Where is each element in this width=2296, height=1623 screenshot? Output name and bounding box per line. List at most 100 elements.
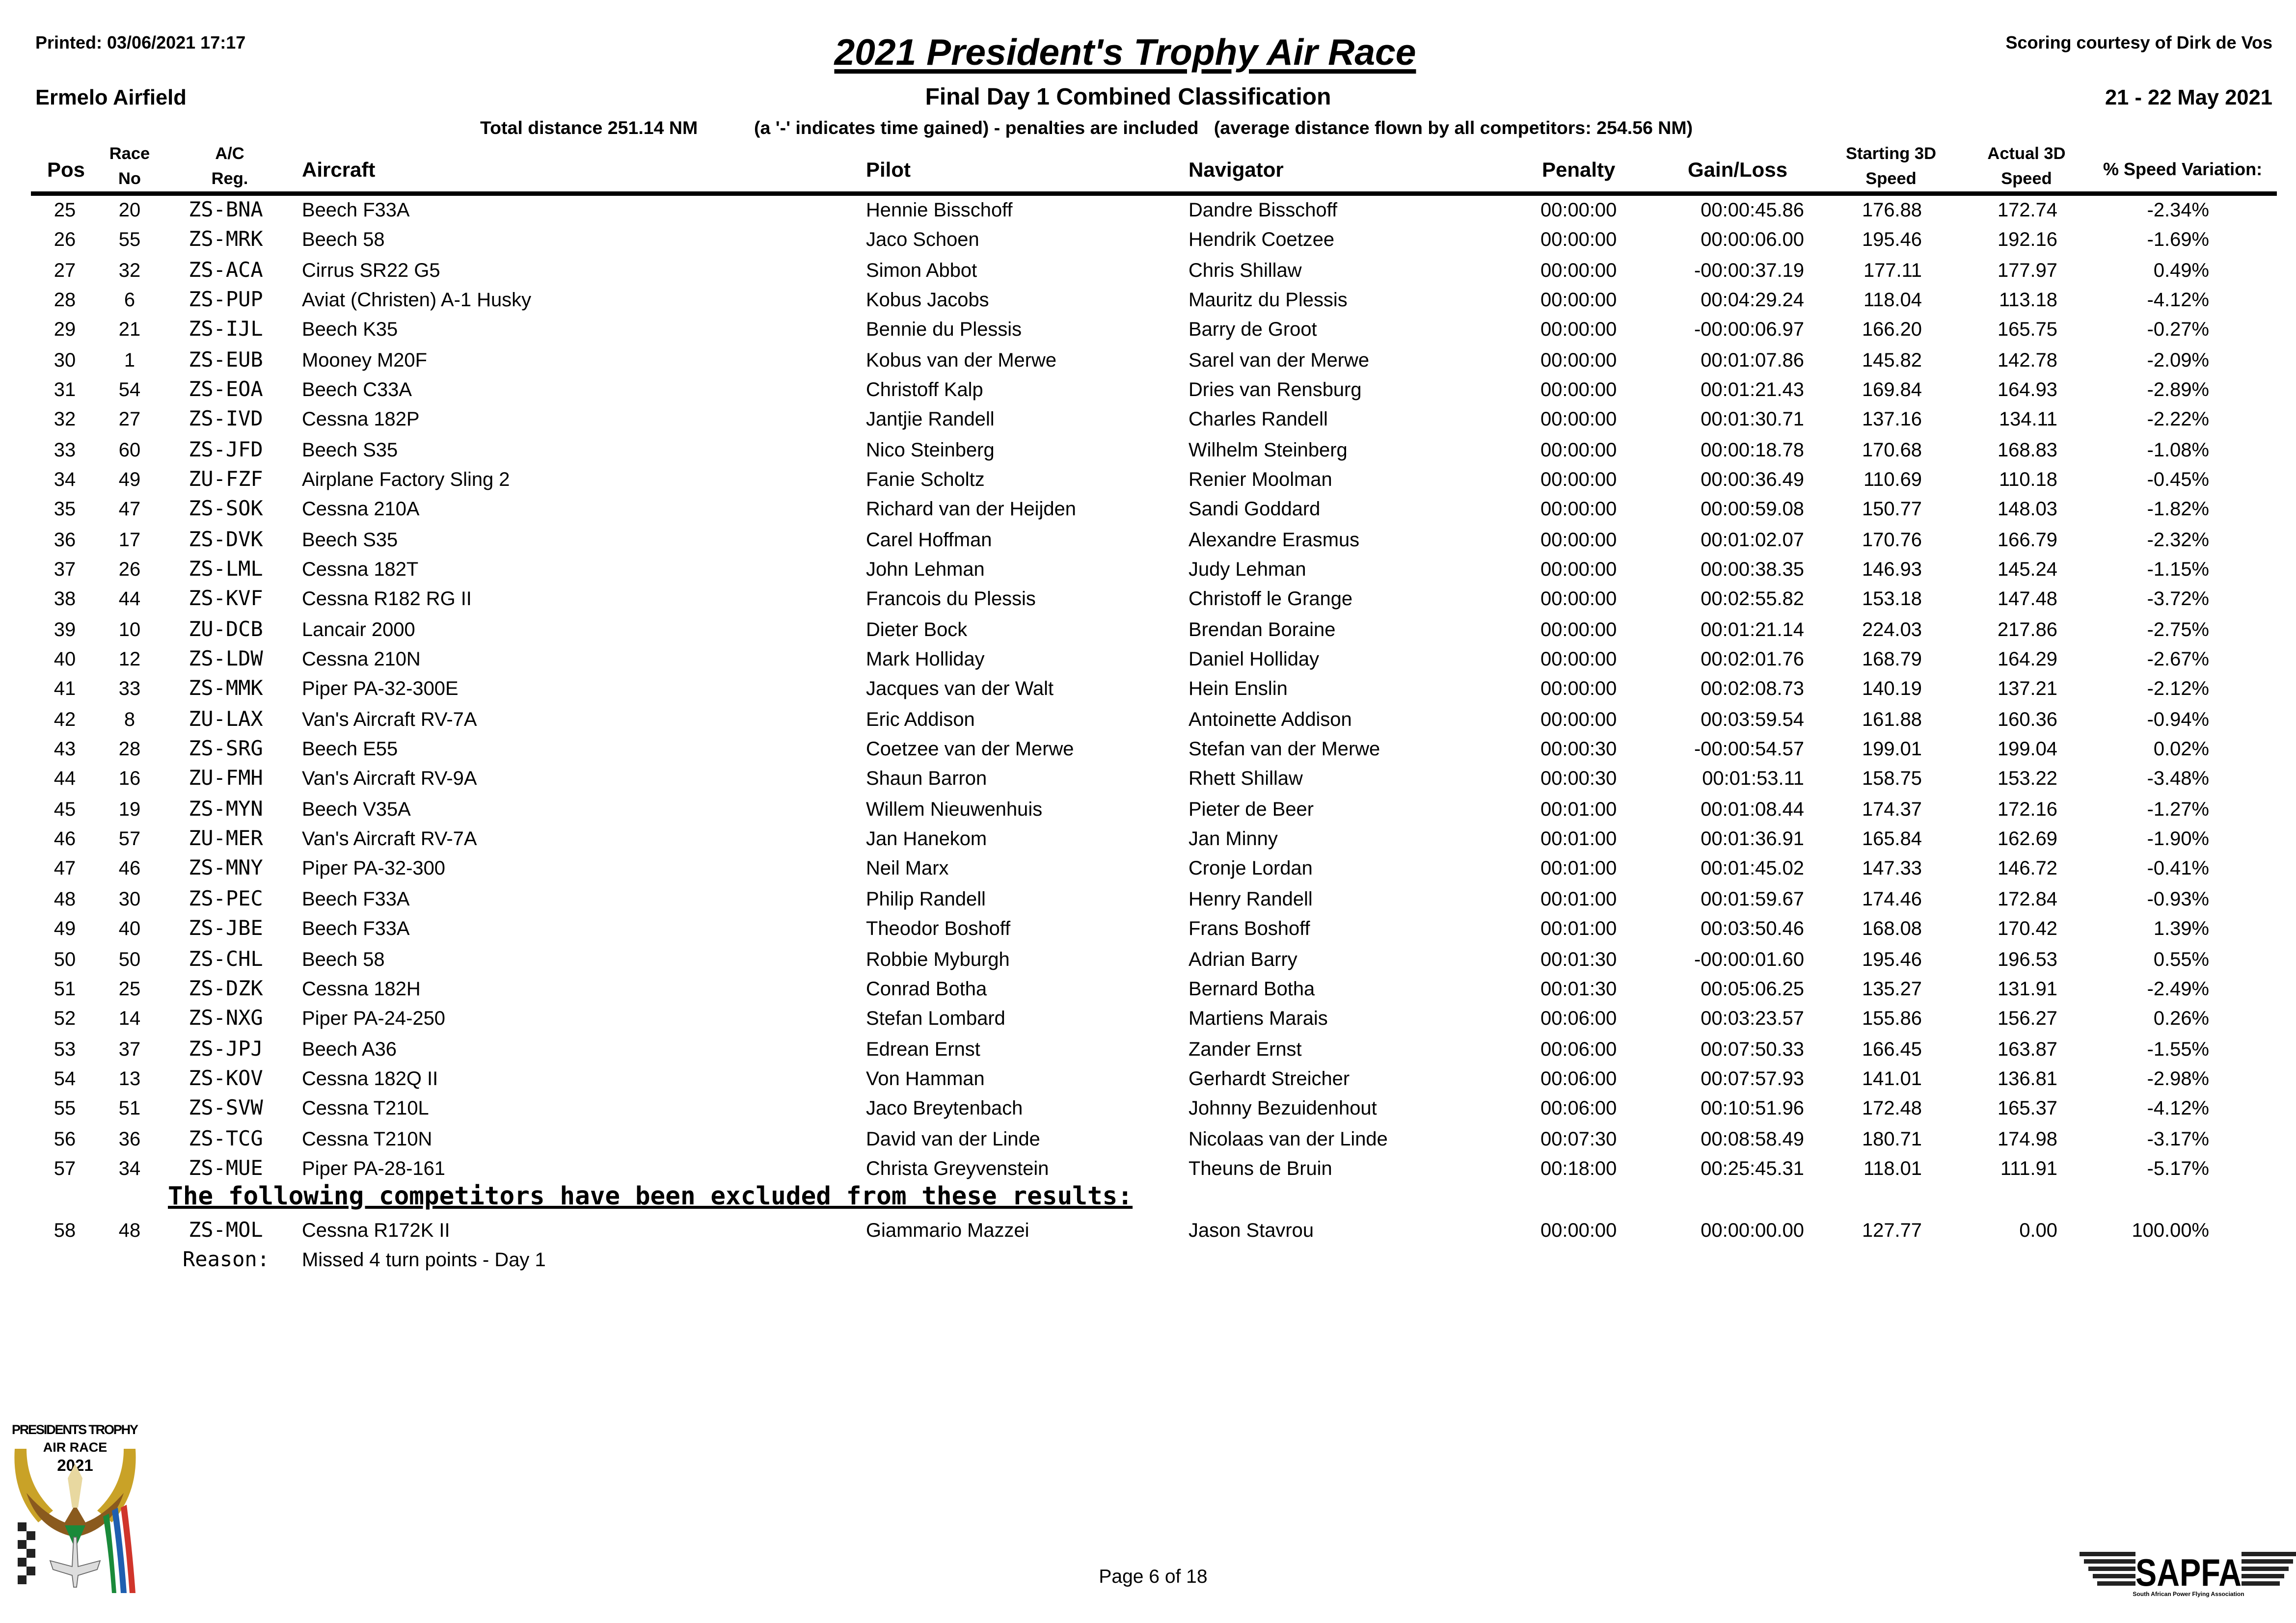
registration-cell: ZS-JBE [189, 917, 263, 941]
race-no-cell: 27 [118, 408, 141, 431]
pos-cell: 26 [54, 228, 76, 251]
race-no-cell: 51 [118, 1097, 141, 1119]
actual-speed-cell: 174.98 [1997, 1127, 2057, 1149]
actual-speed-cell: 164.29 [1997, 648, 2057, 670]
pos-cell: 52 [54, 1007, 76, 1030]
actual-speed-cell: 172.16 [1997, 798, 2057, 820]
col-starting-speed: Starting 3D Speed [1823, 143, 1959, 193]
race-no-cell: 6 [124, 289, 135, 311]
race-no-cell: 13 [118, 1067, 141, 1090]
excluded-heading: The following competitors have been excl… [168, 1182, 1133, 1212]
penalty-cell: 00:00:00 [1540, 378, 1617, 401]
starting-speed-cell: 166.20 [1862, 319, 1922, 341]
pilot-cell: Kobus van der Merwe [866, 348, 1057, 371]
gain-loss-cell: 00:07:50.33 [1701, 1037, 1804, 1060]
pos-cell: 49 [54, 917, 76, 940]
aircraft-cell: Piper PA-32-300E [302, 678, 459, 700]
navigator-cell: Jason Stavrou [1189, 1219, 1314, 1241]
gain-loss-cell: 00:03:59.54 [1701, 708, 1804, 730]
pilot-cell: Willem Nieuwenhuis [866, 798, 1043, 820]
race-no-cell: 47 [118, 498, 141, 521]
pilot-cell: Dieter Bock [866, 618, 968, 640]
aircraft-cell: Beech V35A [302, 798, 411, 820]
race-no-cell: 40 [118, 917, 141, 940]
actual-speed-cell: 192.16 [1997, 228, 2057, 251]
gain-loss-cell: 00:08:58.49 [1701, 1127, 1804, 1149]
actual-speed-cell: 134.11 [1999, 408, 2057, 431]
race-no-cell: 1 [124, 348, 135, 371]
actual-speed-cell: 199.04 [1997, 738, 2057, 760]
race-no-cell: 30 [118, 887, 141, 910]
aircraft-cell: Van's Aircraft RV-7A [302, 827, 477, 850]
pos-cell: 45 [54, 798, 76, 820]
pilot-cell: Coetzee van der Merwe [866, 738, 1074, 760]
race-no-cell: 25 [118, 977, 141, 1000]
gain-loss-cell: 00:01:45.02 [1701, 857, 1804, 880]
navigator-cell: Johnny Bezuidenhout [1189, 1097, 1377, 1119]
registration-cell: ZS-SOK [189, 498, 263, 522]
registration-cell: ZS-MOL [189, 1219, 263, 1243]
actual-speed-cell: 196.53 [1997, 947, 2057, 970]
speed-variation-cell: -0.45% [2147, 468, 2209, 491]
penalty-cell: 00:00:00 [1540, 438, 1617, 461]
actual-speed-cell: 217.86 [1997, 618, 2057, 640]
navigator-cell: Hendrik Coetzee [1189, 228, 1335, 251]
pos-cell: 25 [54, 199, 76, 221]
pos-cell: 54 [54, 1067, 76, 1090]
penalty-cell: 00:01:30 [1540, 947, 1617, 970]
actual-speed-cell: 137.21 [1997, 678, 2057, 700]
registration-cell: ZS-JFD [189, 438, 263, 462]
navigator-cell: Jan Minny [1189, 827, 1278, 850]
aircraft-cell: Cessna 210A [302, 498, 420, 521]
actual-speed-cell: 165.75 [1997, 319, 2057, 341]
penalty-cell: 00:01:00 [1540, 917, 1617, 940]
pilot-cell: Robbie Myburgh [866, 947, 1010, 970]
race-no-cell: 17 [118, 528, 141, 551]
race-no-cell: 19 [118, 798, 141, 820]
speed-variation-cell: -3.48% [2147, 768, 2209, 790]
pilot-cell: David van der Linde [866, 1127, 1040, 1149]
subtitle: Final Day 1 Combined Classification [925, 85, 1331, 110]
speed-variation-cell: 0.49% [2153, 259, 2209, 281]
navigator-cell: Theuns de Bruin [1189, 1157, 1332, 1179]
col-pilot: Pilot [866, 158, 911, 181]
speed-variation-cell: -1.27% [2147, 798, 2209, 820]
penalty-cell: 00:00:00 [1540, 648, 1617, 670]
gain-loss-cell: 00:03:23.57 [1701, 1007, 1804, 1030]
registration-cell: ZS-TCG [189, 1127, 263, 1151]
aircraft-cell: Cessna 182H [302, 977, 421, 1000]
race-no-cell: 16 [118, 768, 141, 790]
gain-loss-cell: 00:01:36.91 [1701, 827, 1804, 850]
navigator-cell: Antoinette Addison [1189, 708, 1352, 730]
aircraft-cell: Piper PA-32-300 [302, 857, 445, 880]
pilot-cell: Neil Marx [866, 857, 949, 880]
pos-cell: 29 [54, 319, 76, 341]
pilot-cell: Jaco Schoen [866, 228, 979, 251]
pilot-cell: Bennie du Plessis [866, 319, 1022, 341]
race-no-cell: 21 [118, 319, 141, 341]
pos-cell: 39 [54, 618, 76, 640]
aircraft-cell: Beech F33A [302, 917, 410, 940]
page-title: 2021 President's Trophy Air Race [0, 32, 2250, 75]
registration-cell: ZU-DCB [189, 618, 263, 642]
actual-speed-cell: 168.83 [1997, 438, 2057, 461]
col-race-no: Race No [100, 143, 159, 193]
gain-loss-cell: 00:01:07.86 [1701, 348, 1804, 371]
penalty-cell: 00:07:30 [1540, 1127, 1617, 1149]
pilot-cell: Christoff Kalp [866, 378, 983, 401]
registration-cell: ZS-KOV [189, 1067, 263, 1091]
aircraft-cell: Beech K35 [302, 319, 398, 341]
pilot-cell: Fanie Scholtz [866, 468, 985, 491]
navigator-cell: Stefan van der Merwe [1189, 738, 1380, 760]
starting-speed-cell: 135.27 [1862, 977, 1922, 1000]
navigator-cell: Martiens Marais [1189, 1007, 1328, 1030]
starting-speed-cell: 170.76 [1862, 528, 1922, 551]
penalty-cell: 00:00:00 [1540, 199, 1617, 221]
registration-cell: ZS-DZK [189, 977, 263, 1001]
starting-speed-cell: 118.01 [1863, 1157, 1922, 1179]
penalty-cell: 00:18:00 [1540, 1157, 1617, 1179]
actual-speed-cell: 131.91 [1997, 977, 2057, 1000]
actual-speed-cell: 163.87 [1997, 1037, 2057, 1060]
actual-speed-cell: 160.36 [1997, 708, 2057, 730]
event-dates: 21 - 22 May 2021 [2105, 87, 2272, 110]
